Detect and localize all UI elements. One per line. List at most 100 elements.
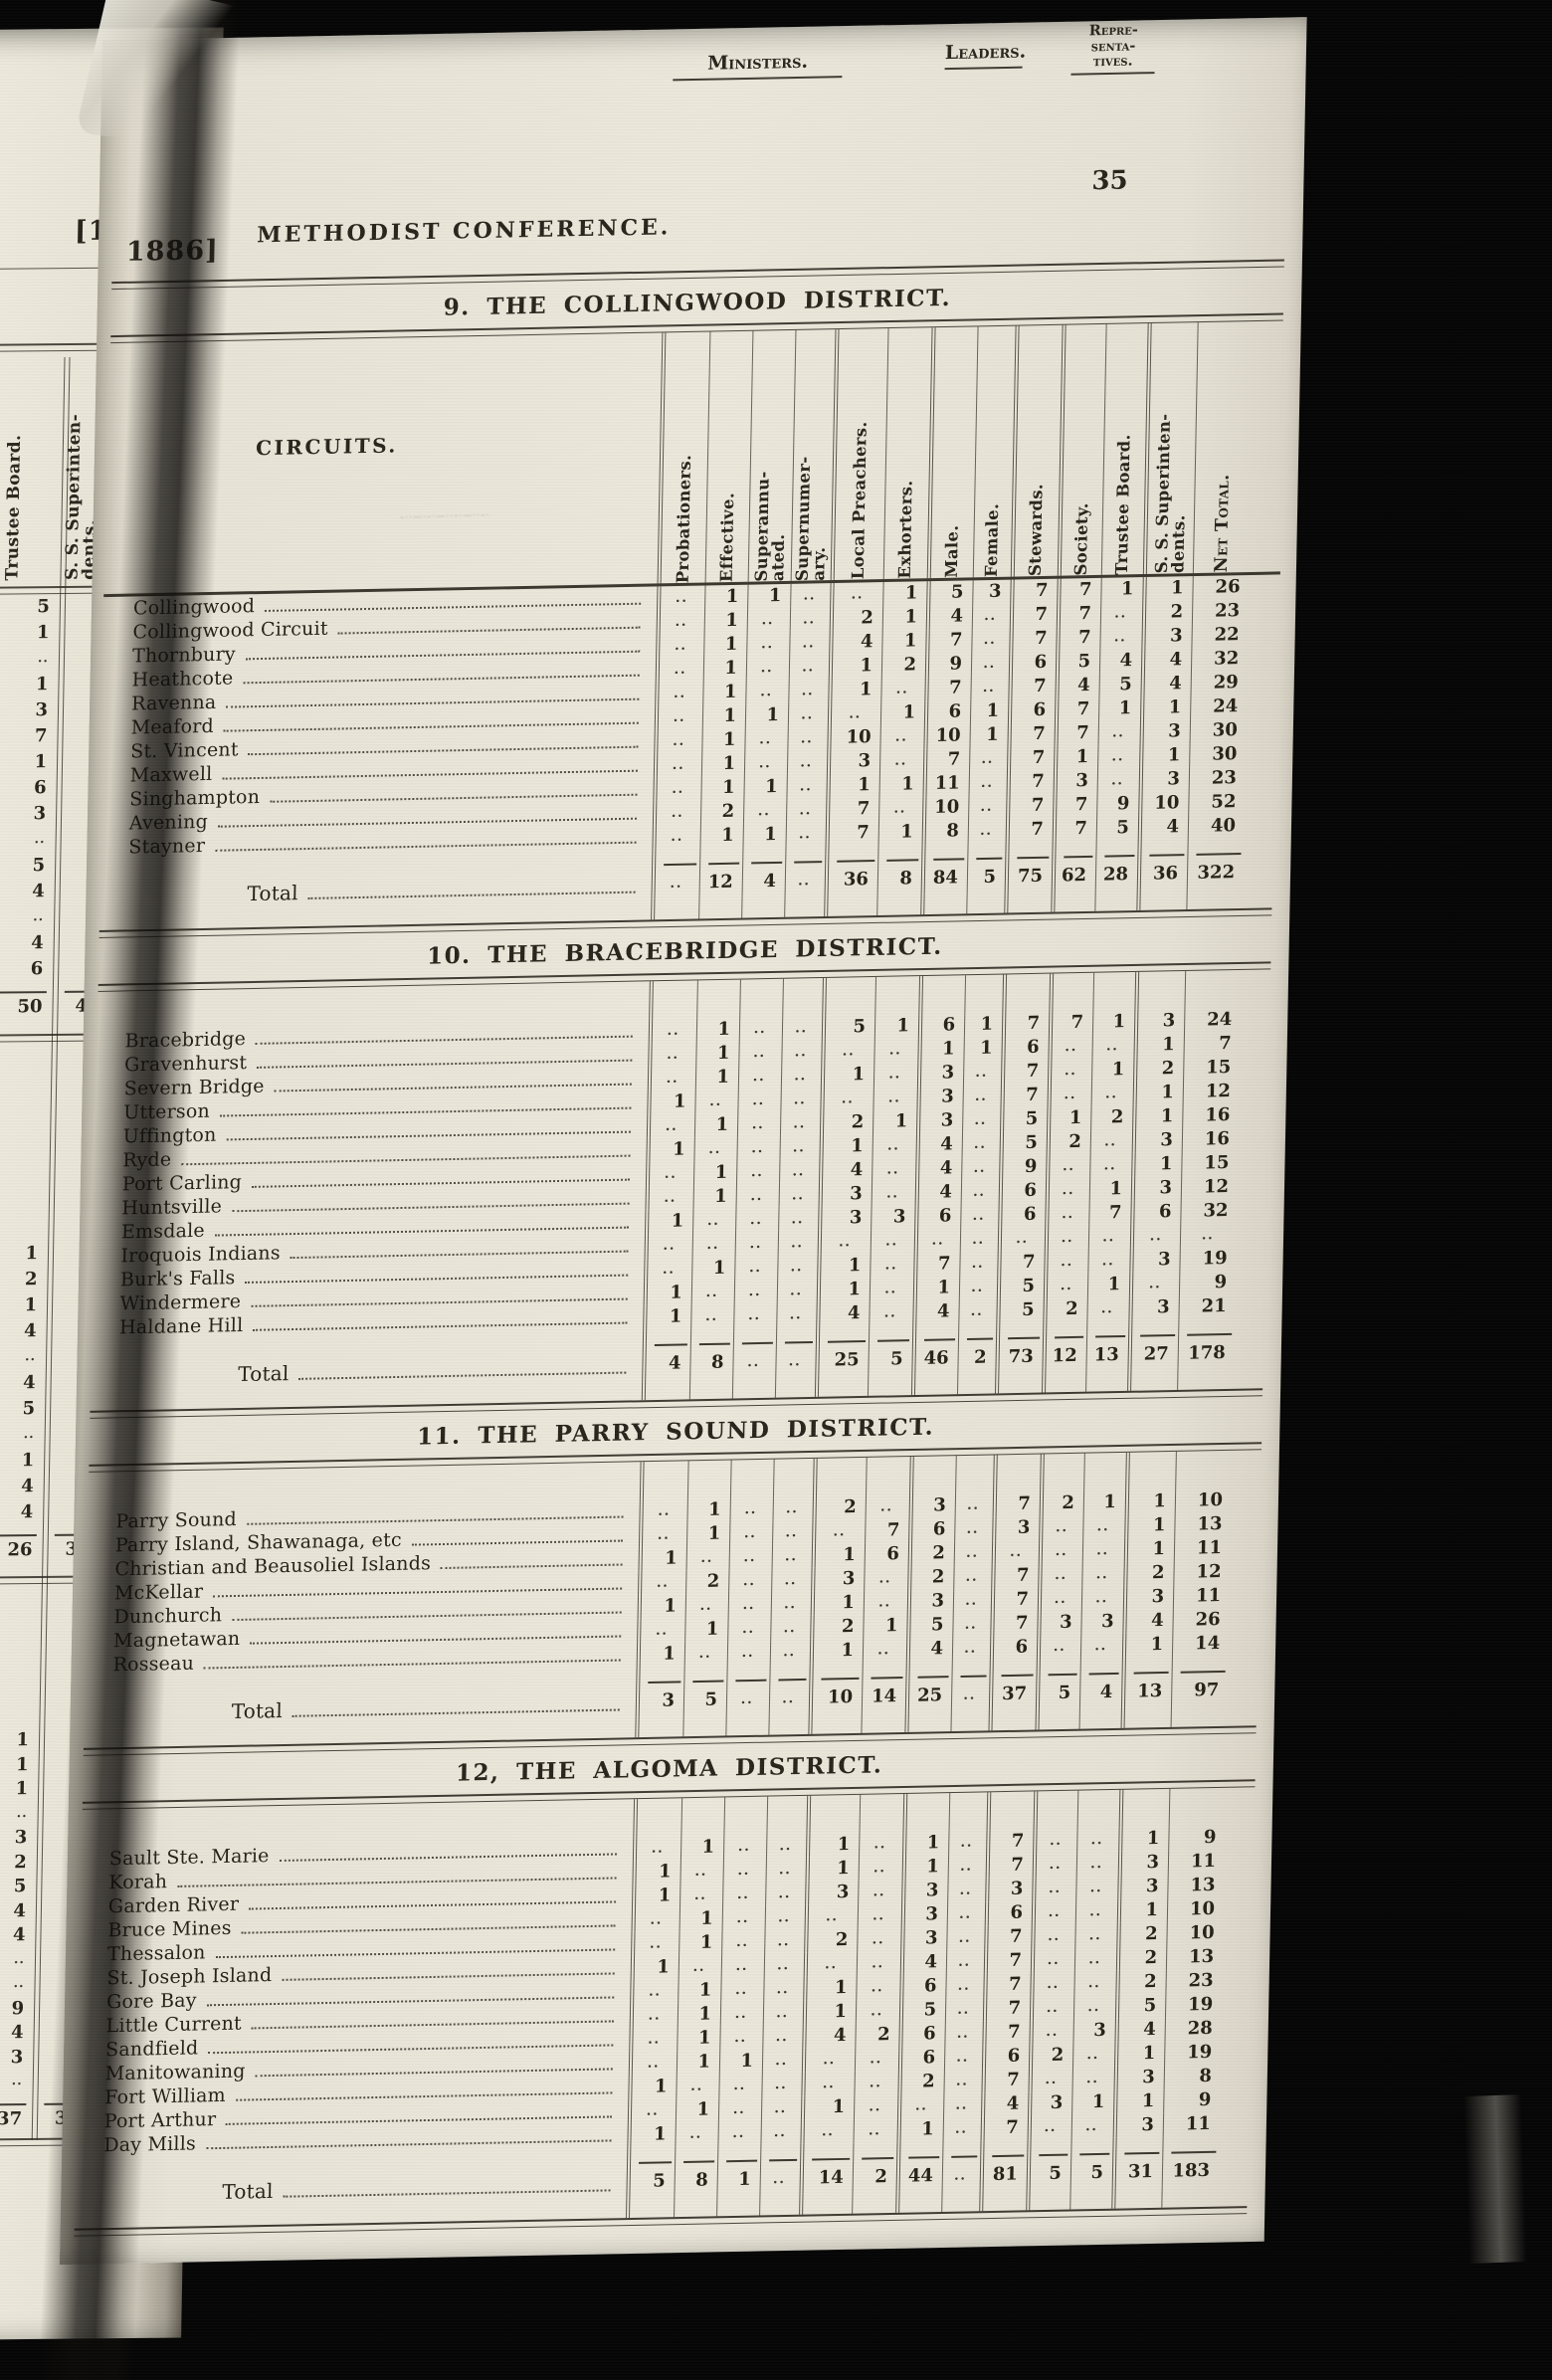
value-cell <box>990 1791 1039 1831</box>
value-cell: 1 <box>678 2002 722 2028</box>
value-cell: .. <box>723 1858 767 1884</box>
value-cell: 1 <box>676 2097 720 2123</box>
value-cell: .. <box>766 1881 810 1906</box>
value-cell <box>1070 2187 1116 2210</box>
value-cell: .. <box>635 1931 680 1957</box>
value-cell: 5 <box>1039 1658 1081 1709</box>
value-cell: 1 <box>704 632 748 658</box>
value-cell: 7 <box>1010 769 1059 795</box>
value-cell: 4 <box>13 1899 27 1921</box>
value-cell: .. <box>1052 1034 1093 1060</box>
value-cell <box>1140 888 1188 910</box>
value-cell: .. <box>816 1518 867 1544</box>
value-cell: 4 <box>22 1372 36 1394</box>
value-cell: 4 <box>31 932 44 954</box>
value-cell: .. <box>954 1564 996 1590</box>
value-cell <box>967 892 1009 914</box>
value-cell: 1 <box>1136 1080 1185 1105</box>
value-cell: 28 <box>1187 2017 1213 2040</box>
value-cell: .. <box>787 773 831 799</box>
value-cell: 5 <box>1099 672 1145 697</box>
value-cell: .. <box>1074 1970 1120 1996</box>
value-cell: 13 <box>1190 1874 1216 1896</box>
column-label: Trustee Board. <box>1112 434 1134 575</box>
value-cell: 19 <box>1187 1993 1214 2016</box>
dotted-leader <box>251 1178 631 1188</box>
value-cell: 2 <box>823 1109 874 1135</box>
value-cell: .. <box>962 1155 1004 1181</box>
value-cell: 1 <box>832 678 882 702</box>
value-cell: .. <box>1082 1537 1129 1563</box>
district-section: 12, THE ALGOMA DISTRICT. Sault Ste. Marie… <box>72 1725 1259 2229</box>
value-cell: 15 <box>1204 1152 1230 1174</box>
circuit-name: Manitowaning <box>104 2060 246 2085</box>
value-cell: 1 <box>702 703 747 729</box>
value-cell <box>1131 1368 1179 1391</box>
value-cell: .. <box>23 1427 35 1443</box>
value-cell: 5 <box>1003 1130 1052 1156</box>
value-cell: 1 <box>642 1546 687 1572</box>
district-table: Parry Sound.. 1.... 2.. 3.. 7 2 1 1 10 Parry Isla… <box>81 1450 1263 1748</box>
value-cell: .. <box>857 1950 905 1976</box>
value-cell: .. <box>736 1207 780 1233</box>
value-cell: .. <box>1035 1899 1077 1925</box>
value-cell <box>922 975 967 1015</box>
value-cell: 12 <box>1205 1081 1232 1102</box>
value-cell: 3 <box>1041 1610 1082 1636</box>
value-cell: 81 <box>983 2139 1032 2191</box>
value-cell: 7 <box>928 676 972 701</box>
value-cell: 3 <box>1073 2018 1119 2044</box>
value-cell: 30 <box>1212 719 1239 741</box>
value-cell: .. <box>743 798 788 824</box>
circuit-name: Gore Bay <box>105 1989 197 2014</box>
value-cell: 7 <box>1060 625 1101 651</box>
value-cell: .. <box>631 2098 678 2124</box>
value-cell: .. <box>1097 767 1144 793</box>
value-cell: 19 <box>1187 2041 1213 2064</box>
circuit-name: Fort William <box>104 2083 227 2109</box>
value-cell: .. <box>874 1038 922 1063</box>
column-label: Net Total. <box>1211 474 1234 573</box>
value-cell: 3 <box>920 1061 965 1087</box>
column-label: Effective. <box>716 492 738 583</box>
value-cell: .. <box>857 1974 904 2000</box>
value-cell: .. <box>854 2117 901 2143</box>
value-cell: .. <box>777 1278 822 1303</box>
value-cell: 6 <box>912 1517 956 1542</box>
value-cell: 3 <box>809 1880 860 1905</box>
value-cell: .. <box>733 1326 778 1378</box>
value-cell <box>868 1373 916 1396</box>
value-cell: .. <box>13 1976 25 1992</box>
value-cell: 9 <box>11 1997 25 2019</box>
value-cell <box>1115 2186 1163 2209</box>
value-cell: .. <box>962 1131 1005 1157</box>
value-cell: .. <box>786 797 831 823</box>
value-cell: 6 <box>30 958 44 980</box>
value-cell: .. <box>859 1879 906 1904</box>
value-cell <box>1037 1790 1079 1830</box>
value-cell: 3 <box>872 1205 919 1230</box>
value-cell: .. <box>722 1905 767 1931</box>
circuit-name: Meaford <box>130 714 215 739</box>
value-cell: 1 <box>964 1036 1006 1062</box>
value-cell <box>773 1458 818 1497</box>
dotted-leader <box>251 1297 628 1307</box>
value-cell: 7 <box>994 1587 1043 1613</box>
value-cell: 5 <box>967 842 1010 893</box>
value-cell: 1 <box>635 1884 681 1909</box>
value-cell: 9 <box>1198 2088 1212 2111</box>
value-cell: 1 <box>696 1041 740 1067</box>
value-cell: .. <box>680 1883 724 1908</box>
value-cell: .. <box>772 1567 816 1593</box>
dotted-leader <box>283 2189 611 2198</box>
value-cell: .. <box>633 2003 679 2029</box>
value-cell: 1 <box>21 1450 35 1472</box>
value-cell: .. <box>719 2073 763 2098</box>
value-cell: .. <box>764 1952 809 1978</box>
value-cell: 1 <box>905 1855 950 1880</box>
value-cell: 3 <box>1057 768 1099 794</box>
header-cell: Female. <box>973 325 1020 578</box>
value-cell: .. <box>728 1592 773 1618</box>
value-cell: 1 <box>696 1017 741 1043</box>
value-cell: 178 <box>1178 1318 1235 1369</box>
